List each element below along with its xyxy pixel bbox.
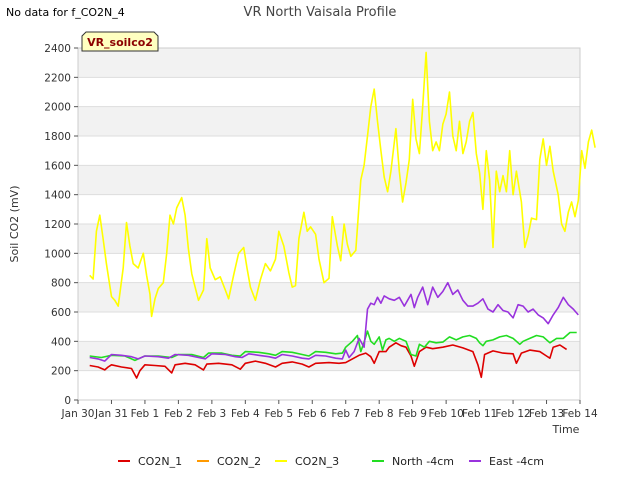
x-tick-label: Feb 12	[495, 408, 530, 420]
series-lines	[89, 51, 596, 379]
x-tick-label: Feb 4	[231, 408, 260, 420]
grid-band	[78, 48, 580, 78]
legend-label: CO2N_3	[295, 455, 339, 468]
grid-band	[78, 224, 580, 254]
grid-bands	[78, 48, 580, 371]
x-tick-label: Feb 7	[331, 408, 360, 420]
y-tick-label: 1800	[44, 131, 71, 143]
legend-label: CO2N_2	[217, 455, 261, 468]
x-tick-label: Feb 10	[428, 408, 463, 420]
x-tick-label: Feb 14	[562, 408, 598, 420]
chart-badge-label: VR_soilco2	[87, 36, 153, 49]
x-tick-label: Feb 1	[131, 408, 160, 420]
y-axis-ticks: 0 200 400 600 800 1000 1200 1400 1600 1800 2000 220…	[44, 43, 78, 407]
series-line-east-4cm	[89, 281, 579, 362]
y-tick-label: 1000	[44, 248, 71, 260]
y-tick-label: 600	[51, 307, 71, 319]
y-tick-label: 400	[51, 336, 71, 348]
x-tick-label: Feb 2	[164, 408, 193, 420]
no-data-message: No data for f_CO2N_4	[6, 6, 125, 19]
x-tick-label: Feb 3	[198, 408, 227, 420]
y-axis-label: Soil CO2 (mV)	[8, 186, 21, 263]
y-tick-label: 800	[51, 278, 71, 290]
chart-title: VR North Vaisala Profile	[244, 5, 397, 20]
x-axis-ticks: Jan 30 Jan 31 Feb 1 Feb 2 Feb 3 Feb 4 Feb 5 Feb…	[61, 400, 598, 420]
grid-band	[78, 106, 580, 136]
x-axis-label: Time	[552, 423, 580, 436]
legend: CO2N_1 CO2N_2 CO2N_3 North -4cm East -4cm	[118, 455, 544, 468]
x-tick-label: Feb 5	[264, 408, 293, 420]
y-tick-label: 200	[51, 366, 71, 378]
legend-label: North -4cm	[392, 455, 454, 468]
x-tick-label: Feb 8	[365, 408, 394, 420]
series-line-co2n-3	[89, 51, 596, 318]
y-tick-label: 2400	[44, 43, 71, 55]
y-tick-label: 2000	[44, 102, 71, 114]
chart-badge: VR_soilco2	[81, 31, 159, 52]
y-tick-label: 2200	[44, 72, 71, 84]
x-tick-label: Feb 11	[462, 408, 497, 420]
series-line-co2n-1	[89, 342, 568, 379]
y-tick-label: 1600	[44, 160, 71, 172]
x-tick-label: Jan 30	[61, 408, 95, 420]
x-tick-label: Feb 6	[298, 408, 327, 420]
x-tick-label: Feb 9	[398, 408, 427, 420]
legend-label: CO2N_1	[138, 455, 182, 468]
y-tick-label: 1200	[44, 219, 71, 231]
y-tick-label: 0	[64, 395, 71, 407]
legend-label: East -4cm	[489, 455, 544, 468]
x-tick-label: Jan 31	[94, 408, 128, 420]
series-line-north-4cm	[89, 330, 577, 362]
y-tick-label: 1400	[44, 190, 71, 202]
x-tick-label: Feb 13	[529, 408, 564, 420]
